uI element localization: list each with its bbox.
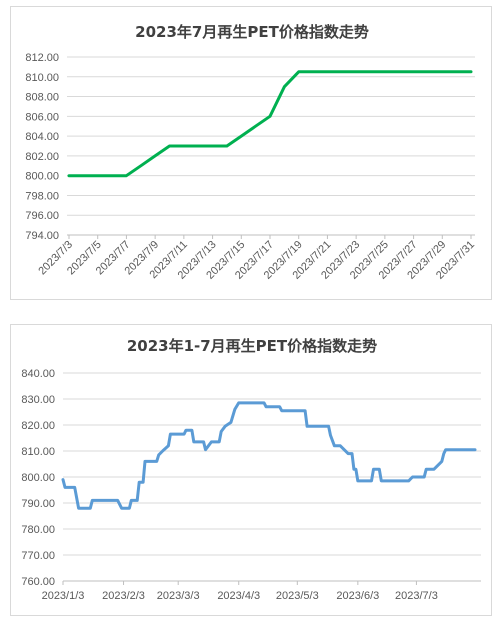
y-tick-label: 820.00 [21,420,55,432]
y-tick-label: 808.00 [25,92,59,104]
chart-title: 2023年1-7月再生PET价格指数走势 [127,337,377,355]
x-tick-label: 2023/5/3 [276,590,319,602]
y-tick-label: 798.00 [25,190,59,202]
chart-july-svg: 2023年7月再生PET价格指数走势 794.00 796.00 798.00 800… [25,23,477,282]
y-tick-label: 796.00 [25,210,59,222]
y-tick-label: 794.00 [25,230,59,242]
x-tick-label: 2023/7/3 [395,590,438,602]
x-tick-label: 2023/6/3 [336,590,379,602]
x-tick-label: 2023/3/3 [157,590,200,602]
y-tick-label: 780.00 [21,524,55,536]
y-tick-label: 804.00 [25,131,59,143]
y-tick-label: 802.00 [25,151,59,163]
y-tick-label: 810.00 [21,446,55,458]
x-tick-label: 2023/1/3 [42,590,85,602]
x-tick-label: 2023/4/3 [217,590,260,602]
chart-jan-jul-svg: 2023年1-7月再生PET价格指数走势 760.00 770.00 780.00 7… [21,337,481,602]
y-tick-label: 830.00 [21,394,55,406]
x-tick-label: 2023/2/3 [102,590,145,602]
y-tick-label: 800.00 [21,472,55,484]
y-tick-label: 810.00 [25,72,59,84]
y-tick-label: 812.00 [25,52,59,64]
y-tick-label: 800.00 [25,171,59,183]
series-line [67,70,473,178]
y-tick-label: 806.00 [25,111,59,123]
chart-panel-jan-jul: 2023年1-7月再生PET价格指数走势 760.00 770.00 780.00 7… [10,324,492,616]
y-tick-label: 770.00 [21,550,55,562]
chart-title: 2023年7月再生PET价格指数走势 [135,23,369,41]
y-tick-label: 840.00 [21,368,55,380]
y-tick-label: 760.00 [21,576,55,588]
y-tick-label: 790.00 [21,498,55,510]
series-line [61,401,477,510]
chart-panel-july: 2023年7月再生PET价格指数走势 794.00 796.00 798.00 800… [10,6,492,300]
